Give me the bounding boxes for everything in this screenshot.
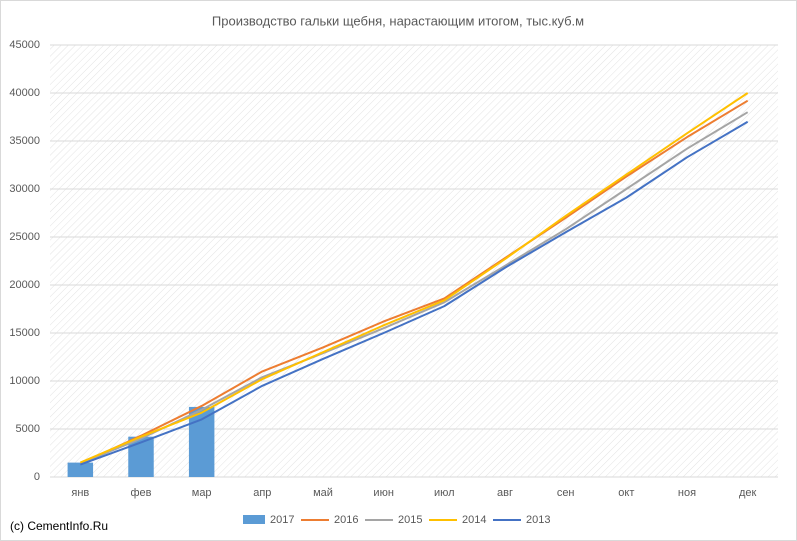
source: (c) CementInfo.Ru	[10, 519, 108, 533]
bar	[188, 406, 215, 477]
y-tick-label: 10000	[9, 375, 40, 387]
y-tick-label: 20000	[9, 279, 40, 291]
x-tick-label: ноя	[678, 487, 696, 499]
y-tick-label: 5000	[16, 423, 40, 435]
y-tick-label: 15000	[9, 327, 40, 339]
y-tick-label: 30000	[9, 183, 40, 195]
x-tick-label: апр	[253, 487, 271, 499]
x-tick-label: дек	[739, 487, 757, 499]
y-tick-label: 25000	[9, 231, 40, 243]
plot-area	[50, 45, 778, 477]
legend-swatch	[243, 515, 265, 524]
legend-label: 2014	[462, 514, 486, 526]
legend-label: 2016	[334, 514, 358, 526]
x-tick-label: авг	[497, 487, 513, 499]
line	[79, 99, 749, 465]
line	[79, 120, 749, 466]
y-tick-label: 0	[34, 471, 40, 483]
legend-label: 2013	[526, 514, 550, 526]
x-tick-label: июн	[373, 487, 393, 499]
x-tick-label: мар	[192, 487, 212, 499]
y-tick-label: 40000	[9, 87, 40, 99]
bar	[67, 462, 94, 477]
x-tick-label: май	[313, 487, 333, 499]
x-tick-label: сен	[557, 487, 575, 499]
x-tick-label: янв	[71, 487, 89, 499]
line	[79, 111, 749, 465]
legend-label: 2017	[270, 514, 294, 526]
chart-title: Производство гальки щебня, нарастающим и…	[212, 13, 584, 28]
y-tick-label: 45000	[9, 39, 40, 51]
x-tick-label: окт	[618, 487, 634, 499]
legend-label: 2015	[398, 514, 422, 526]
y-tick-label: 35000	[9, 135, 40, 147]
line	[79, 92, 749, 464]
x-tick-label: фев	[130, 487, 151, 499]
x-tick-label: июл	[434, 487, 455, 499]
